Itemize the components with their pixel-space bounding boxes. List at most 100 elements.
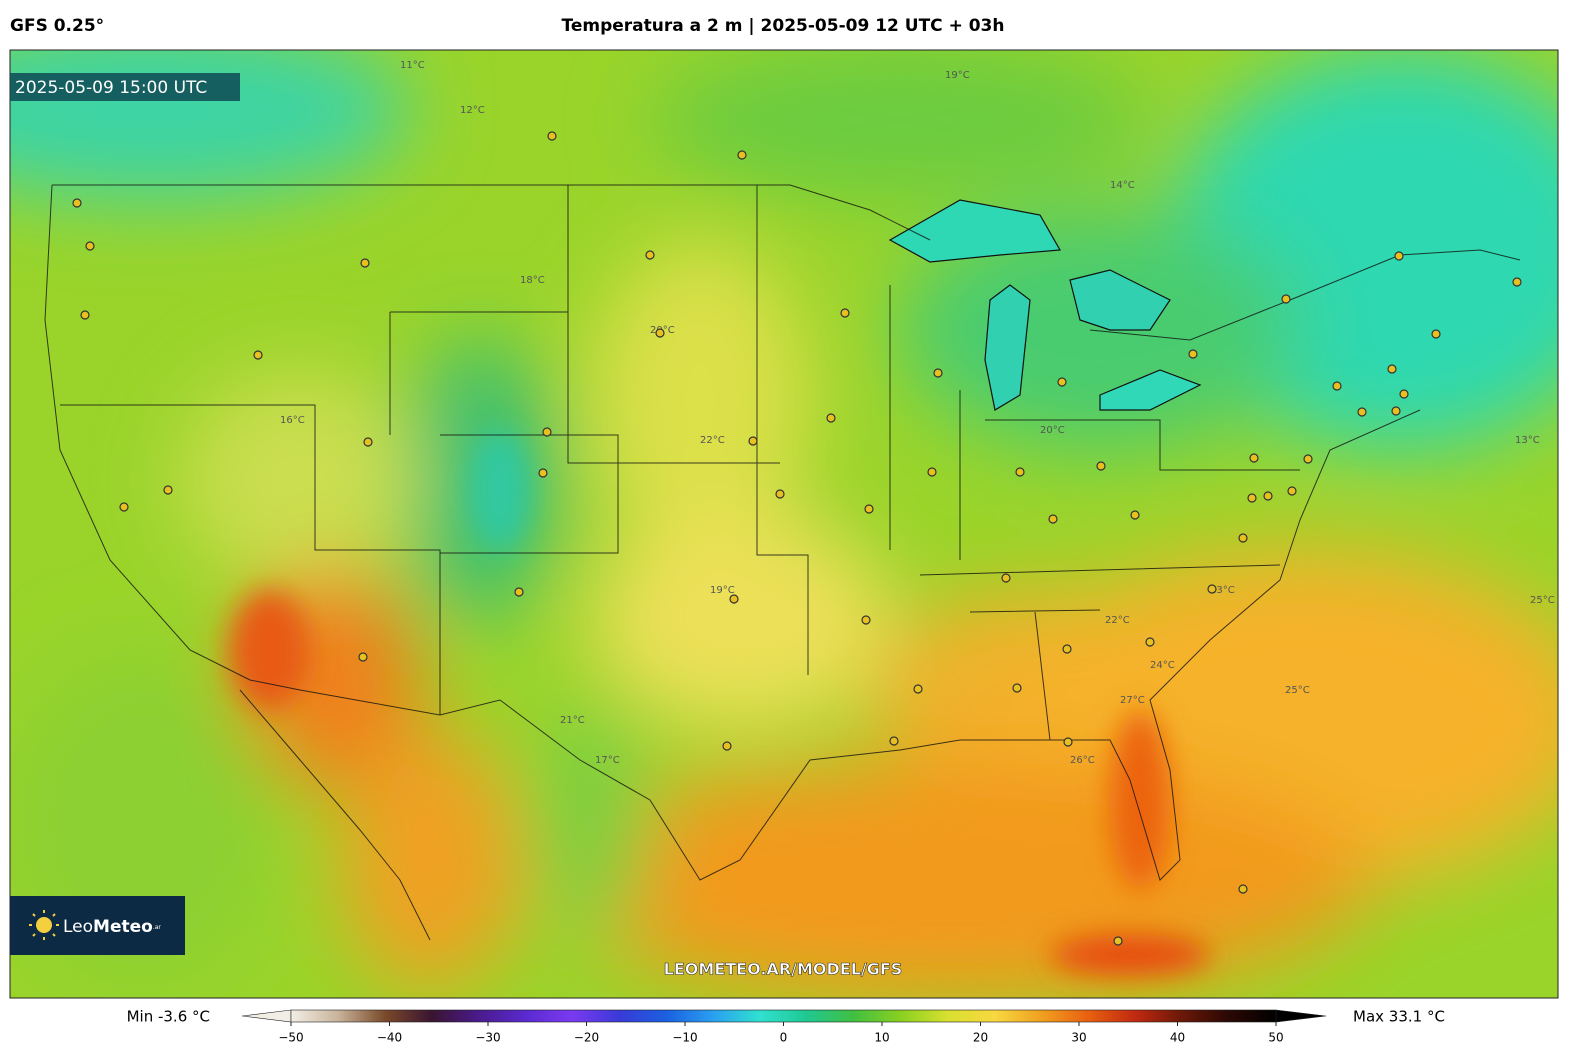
city-marker [1394, 251, 1404, 261]
time-badge [10, 73, 240, 101]
city-marker [913, 684, 923, 694]
colorbar-tick-label: 50 [1268, 1031, 1283, 1045]
colorbar-tick-label: −50 [278, 1031, 303, 1045]
city-marker [1012, 683, 1022, 693]
city-marker [1247, 493, 1257, 503]
city-marker [1249, 453, 1259, 463]
city-marker [85, 241, 95, 251]
colorbar: −50 −40 −30 −20 −10 0 10 20 30 40 50 [241, 1009, 1327, 1045]
min-label: Min -3.6 °C [127, 1008, 210, 1026]
city-marker [655, 328, 665, 338]
logo-bold: Meteo [93, 917, 153, 937]
city-marker [1387, 364, 1397, 374]
city-marker [1145, 637, 1155, 647]
city-marker [1431, 329, 1441, 339]
city-marker [358, 652, 368, 662]
city-marker [1391, 406, 1401, 416]
contour-label: 11°C [400, 60, 425, 71]
watermark: LEOMETEO.AR/MODEL/GFS [664, 960, 903, 979]
contour-label: 25°C [1285, 685, 1310, 696]
city-marker [360, 258, 370, 268]
contour-label: 22°C [1105, 615, 1130, 626]
logo-light: Leo [63, 917, 93, 937]
contour-label: 22°C [700, 435, 725, 446]
city-marker [514, 587, 524, 597]
city-marker [1130, 510, 1140, 520]
city-marker [1057, 377, 1067, 387]
city-marker [645, 250, 655, 260]
city-marker [864, 504, 874, 514]
colorbar-end-low [241, 1009, 292, 1023]
city-marker [722, 741, 732, 751]
city-marker [748, 436, 758, 446]
contour-label: 23°C [1210, 585, 1235, 596]
contour-label: 26°C [1070, 755, 1095, 766]
contour-label: 17°C [595, 755, 620, 766]
city-marker [72, 198, 82, 208]
contour-label: 27°C [1120, 695, 1145, 706]
contour-label: 21°C [560, 715, 585, 726]
colorbar-scale [290, 1009, 1277, 1023]
contour-label: 25°C [1530, 595, 1555, 606]
contour-label: 18°C [520, 275, 545, 286]
colorbar-tick-label: 40 [1170, 1031, 1185, 1045]
city-marker [1332, 381, 1342, 391]
city-marker [253, 350, 263, 360]
colorbar-tick-label: −30 [475, 1031, 500, 1045]
city-marker [737, 150, 747, 160]
city-marker [933, 368, 943, 378]
city-marker [889, 736, 899, 746]
colorbar-tick-label: 30 [1071, 1031, 1086, 1045]
city-marker [840, 308, 850, 318]
map-title: Temperatura a 2 m | 2025-05-09 12 UTC + … [562, 16, 1005, 36]
city-marker [1512, 277, 1522, 287]
city-marker [1096, 461, 1106, 471]
city-marker [1048, 514, 1058, 524]
city-marker [547, 131, 557, 141]
colorbar-tick-label: −40 [377, 1031, 402, 1045]
city-marker [1238, 533, 1248, 543]
valid-time: 2025-05-09 15:00 UTC [15, 78, 207, 98]
city-marker [1207, 584, 1217, 594]
logo-suffix: .ar [153, 924, 162, 931]
colorbar-tick-label: 10 [874, 1031, 889, 1045]
model-label: GFS 0.25° [10, 16, 104, 36]
temperature-field [10, 50, 1558, 998]
city-marker [363, 437, 373, 447]
contour-label: 20°C [1040, 425, 1065, 436]
city-marker [1399, 389, 1409, 399]
city-marker [1238, 884, 1248, 894]
city-marker [1001, 573, 1011, 583]
contour-label: 13°C [1515, 435, 1540, 446]
colorbar-tick-label: −20 [574, 1031, 599, 1045]
city-marker [1015, 467, 1025, 477]
city-marker [538, 468, 548, 478]
map-frame [9, 49, 1559, 999]
city-marker [729, 594, 739, 604]
city-marker [1062, 644, 1072, 654]
contour-label: 24°C [1150, 660, 1175, 671]
city-marker [119, 502, 129, 512]
logo-text: LeoMeteo.ar [63, 917, 161, 937]
city-marker [1113, 936, 1123, 946]
city-marker [80, 310, 90, 320]
city-markers [72, 131, 1522, 946]
city-marker [1357, 407, 1367, 417]
contour-label: 12°C [460, 105, 485, 116]
city-marker [1303, 454, 1313, 464]
city-marker [163, 485, 173, 495]
max-label: Max 33.1 °C [1353, 1008, 1445, 1026]
city-marker [1063, 737, 1073, 747]
city-marker [775, 489, 785, 499]
city-marker [927, 467, 937, 477]
city-marker [1287, 486, 1297, 496]
colorbar-tick-label: 0 [780, 1031, 788, 1045]
contour-label: 19°C [710, 585, 735, 596]
city-marker [542, 427, 552, 437]
city-marker [826, 413, 836, 423]
contour-label: 16°C [280, 415, 305, 426]
city-marker [861, 615, 871, 625]
city-marker [1263, 491, 1273, 501]
